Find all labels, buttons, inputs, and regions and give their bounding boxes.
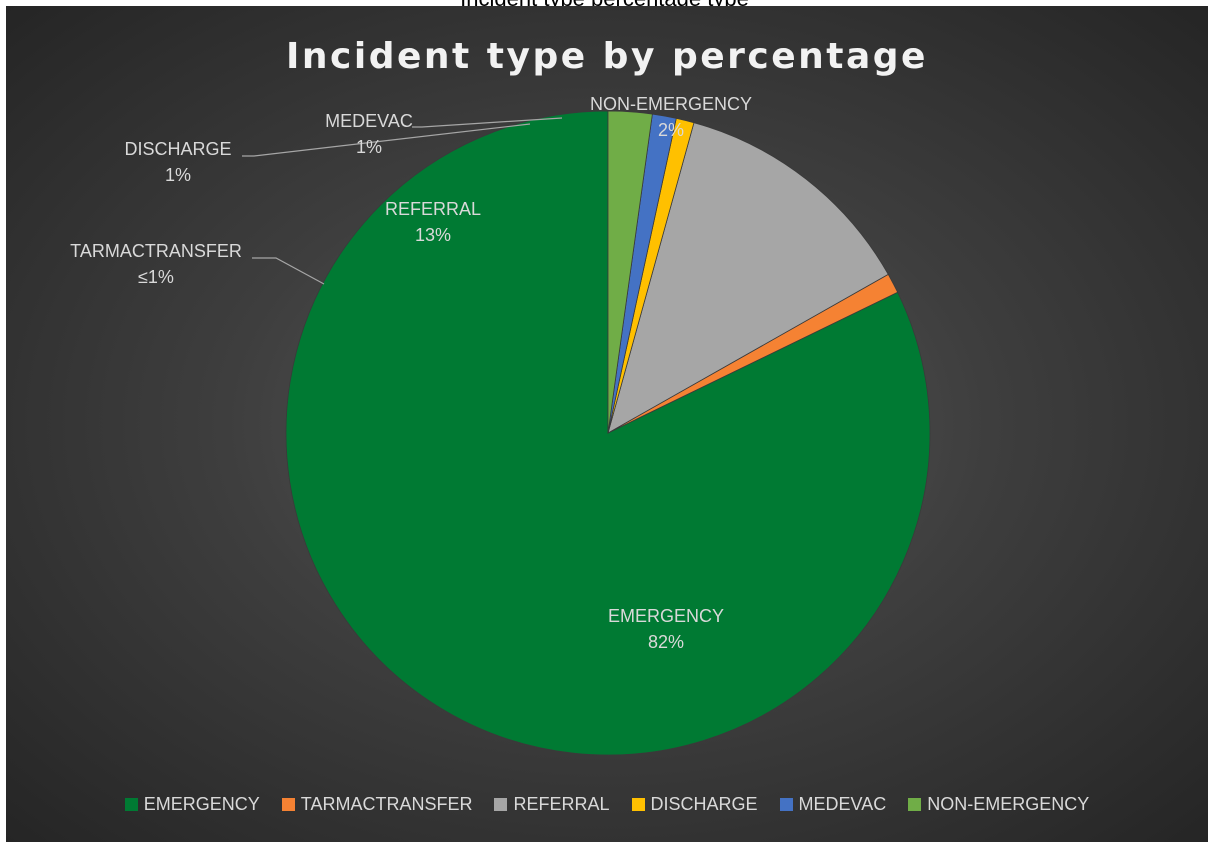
top-caption: Incident type percentage type [0,0,1209,12]
legend: EMERGENCY TARMACTRANSFER REFERRAL DISCHARGE… [6,794,1208,815]
legend-item-referral: REFERRAL [494,794,610,815]
legend-swatch [124,798,138,811]
legend-swatch [494,798,508,811]
data-label-name: REFERRAL [384,199,482,219]
data-label-tarmactransfer: TARMACTRANSFER ≤1% [70,238,242,290]
legend-label: DISCHARGE [650,794,758,814]
legend-swatch [908,798,922,811]
legend-label: REFERRAL [513,794,610,814]
data-label-referral: REFERRAL 13% [385,196,481,248]
leader-line-tarmactransfer [252,257,325,285]
legend-item-medevac: MEDEVAC [779,794,887,815]
legend-label: EMERGENCY [143,794,260,814]
data-label-value: 82% [647,632,685,652]
pie-chart [242,110,931,756]
data-label-name: EMERGENCY [607,606,725,626]
legend-item-discharge: DISCHARGE [631,794,758,815]
chart-area: Incident type by percentage EMERGENCY 82%… [6,6,1208,842]
data-label-medevac: MEDEVAC 1% [325,108,413,160]
legend-label: MEDEVAC [798,794,887,814]
data-label-name: MEDEVAC [325,111,413,131]
legend-item-non-emergency: NON-EMERGENCY [908,794,1089,815]
data-label-value: 1% [164,165,192,185]
data-label-value: 2% [657,120,685,140]
data-label-discharge: DISCHARGE 1% [124,136,231,188]
legend-item-emergency: EMERGENCY [124,794,260,815]
data-label-emergency: EMERGENCY 82% [608,603,724,655]
legend-item-tarmactransfer: TARMACTRANSFER [281,794,473,815]
data-label-name: DISCHARGE [124,139,232,159]
leader-line-medevac [412,117,563,128]
pie-slice-non-emergency [607,110,653,434]
legend-label: TARMACTRANSFER [300,794,473,814]
data-label-value: ≤1% [138,267,174,287]
chart-title: Incident type by percentage [286,36,928,77]
legend-swatch [779,798,793,811]
pie-slice-referral [607,122,889,434]
data-label-value: 1% [355,137,382,157]
data-label-value: 13% [414,225,452,245]
legend-swatch [631,798,645,811]
legend-label: NON-EMERGENCY [927,794,1090,814]
leader-line-discharge [242,123,531,157]
data-label-name: NON-EMERGENCY [589,94,753,114]
legend-swatch [281,798,295,811]
data-label-name: TARMACTRANSFER [70,241,242,261]
data-label-non-emergency: NON-EMERGENCY 2% [590,91,752,143]
